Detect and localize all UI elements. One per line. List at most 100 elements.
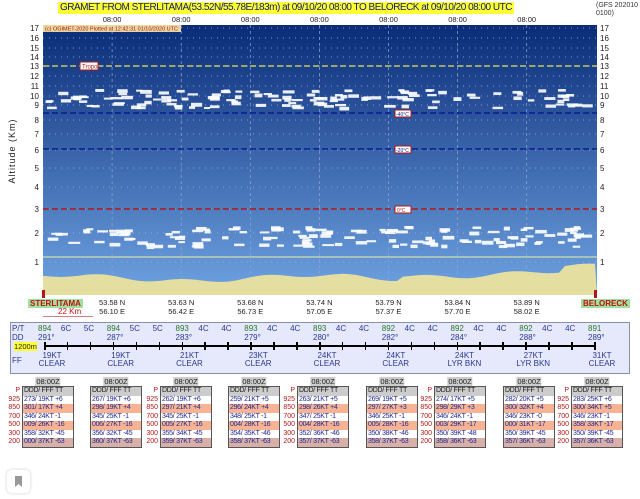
pressure-level: 925 bbox=[146, 395, 158, 403]
cloud-cell bbox=[400, 90, 410, 93]
table-row: 300/ 34KT +5 bbox=[572, 404, 622, 413]
cloud-cell bbox=[282, 90, 295, 94]
cloud-cell bbox=[204, 230, 211, 234]
pt-value: 6C bbox=[60, 324, 72, 333]
route-tick bbox=[296, 342, 298, 350]
route-tick bbox=[158, 342, 161, 350]
pt-value: 893 bbox=[313, 324, 327, 333]
cloud-cell bbox=[171, 230, 180, 234]
y-tick-label-left: 6 bbox=[35, 146, 40, 155]
cloud-cell bbox=[211, 93, 221, 97]
cloud-cell bbox=[239, 231, 248, 234]
pressure-level: 850 bbox=[557, 404, 569, 411]
cloud-cell bbox=[516, 242, 525, 247]
table-row: 274/ 17KT +5 bbox=[436, 395, 475, 403]
y-tick-label-right: 2 bbox=[600, 229, 605, 238]
table-row: 004/ 28KT -16 bbox=[298, 421, 348, 430]
table-row: 358/ 37KT -63 bbox=[367, 438, 417, 447]
cloud-cell bbox=[189, 106, 196, 109]
cloud-condition: CLEAR bbox=[107, 359, 135, 368]
cloud-cell bbox=[571, 229, 579, 232]
cloud-cell bbox=[95, 89, 105, 92]
cloud-cell bbox=[110, 96, 122, 100]
table-row: 358/ 33KT -17 bbox=[572, 421, 622, 430]
y-tick-label-left: 4 bbox=[35, 183, 40, 192]
pressure-level: 300 bbox=[283, 429, 295, 437]
cloud-cell bbox=[366, 240, 377, 243]
route-tick bbox=[112, 342, 115, 350]
route-tick bbox=[410, 342, 413, 350]
table-row: 358/ 37KT -63 bbox=[229, 438, 279, 447]
table-row: 352/ 36KT -46 bbox=[299, 429, 340, 437]
isotherm-label: -20°C bbox=[394, 145, 412, 154]
cloud-cell bbox=[566, 103, 579, 106]
cloud-cell bbox=[557, 232, 568, 236]
cloud-cell bbox=[332, 98, 345, 101]
tropo-label: Tropo bbox=[82, 65, 98, 71]
wind-summary: 19KT CLEAR bbox=[39, 352, 66, 368]
cloud-cell bbox=[271, 228, 281, 232]
pt-value: 4C bbox=[565, 324, 576, 333]
cloud-cell bbox=[118, 93, 128, 96]
cloud-cell bbox=[118, 233, 130, 237]
wind-speed: 21KT bbox=[179, 351, 200, 360]
table-row: 263/ 21KT +5 bbox=[299, 395, 338, 403]
pressure-level: 200 bbox=[146, 438, 158, 445]
bookmark-button[interactable] bbox=[6, 469, 31, 494]
cloud-cell bbox=[401, 104, 409, 109]
table-row: 350/ 38KT -46 bbox=[368, 429, 409, 437]
cloud-cell bbox=[259, 243, 270, 247]
cloud-cell bbox=[387, 96, 399, 99]
table-row: 297/ 21KT +4 bbox=[161, 404, 211, 413]
time-header: 08:00Z bbox=[379, 377, 405, 386]
cloud-cell bbox=[276, 244, 284, 247]
destination-station: BELORECK bbox=[581, 299, 630, 308]
cloud-cell bbox=[427, 106, 438, 109]
table-row: 350/ 39KT -45 bbox=[573, 429, 614, 437]
distance-scale-label: 22 Km bbox=[58, 307, 82, 316]
table-row: 005/ 27KT -16 bbox=[161, 421, 211, 430]
cloud-cell bbox=[558, 241, 565, 244]
cloud-cell bbox=[291, 98, 303, 102]
model-run-label: (GFS 2020100100) bbox=[596, 2, 639, 17]
wind-summary: 24KT CLEAR bbox=[382, 352, 409, 368]
cloud-cell bbox=[201, 238, 211, 242]
cloud-cell bbox=[112, 103, 124, 106]
cloud-cell bbox=[493, 92, 502, 96]
route-tick bbox=[250, 342, 252, 350]
cloud-cell bbox=[137, 106, 146, 110]
cloud-cell bbox=[344, 236, 355, 240]
cloud-cell bbox=[153, 98, 161, 101]
cloud-cell bbox=[86, 104, 94, 107]
cloud-cell bbox=[334, 242, 343, 247]
cloud-cell bbox=[321, 231, 333, 235]
y-tick-label-left: 5 bbox=[35, 164, 40, 173]
table-row: 259/ 21KT +5 bbox=[230, 395, 269, 403]
gramet-title: GRAMET FROM STERLITAMA(53.52N/55.78E/183… bbox=[58, 2, 514, 14]
cloud-cell bbox=[469, 231, 480, 236]
route-tick bbox=[273, 342, 275, 350]
cloud-cell bbox=[109, 232, 119, 237]
cloud-cell bbox=[58, 91, 69, 96]
latitude: 53.58 N bbox=[98, 298, 126, 307]
cloud-cell bbox=[496, 240, 507, 245]
upper-wind-table: DDD/ FFF TT 259/ 21KT +5 296/ 24KT +4 348/ … bbox=[228, 386, 280, 448]
upper-wind-table: DDD/ FFF TT 273/ 19KT +6 301/ 17KT +4 346/ … bbox=[22, 386, 74, 448]
wind-speed: 27KT bbox=[523, 351, 543, 360]
longitude: 56.42 E bbox=[168, 307, 195, 316]
longitude: 56.10 E bbox=[99, 307, 126, 316]
time-label: 08:00 bbox=[310, 15, 329, 24]
pressure-level: 500 bbox=[8, 421, 20, 428]
time-header: 08:00Z bbox=[35, 377, 61, 386]
table-row: 348/ 25KT -1 bbox=[230, 412, 267, 420]
cloud-cell bbox=[259, 231, 270, 234]
isotherm-label: -40°C bbox=[394, 109, 412, 118]
cloud-cell bbox=[144, 100, 152, 105]
cloud-cell bbox=[492, 106, 504, 110]
cloud-cell bbox=[407, 91, 418, 95]
cloud-cell bbox=[55, 232, 63, 236]
cloud-cell bbox=[153, 244, 164, 249]
cloud-cell bbox=[311, 89, 320, 93]
cloud-cell bbox=[350, 229, 362, 233]
y-tick-label-right: 11 bbox=[600, 82, 609, 91]
